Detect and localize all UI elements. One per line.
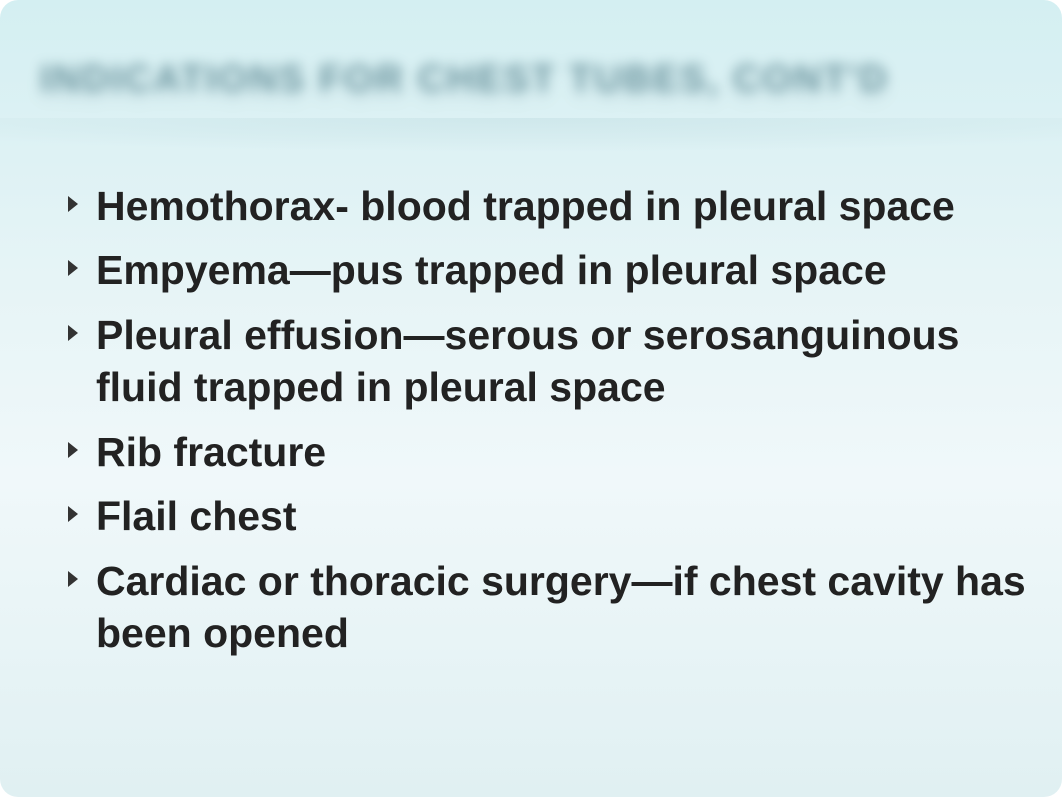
list-item: Hemothorax- blood trapped in pleural spa… [68, 180, 1032, 232]
title-area: INDICATIONS FOR CHEST TUBES, CONT'D [0, 58, 1062, 101]
slide: INDICATIONS FOR CHEST TUBES, CONT'D Hemo… [0, 0, 1062, 797]
list-item: Rib fracture [68, 426, 1032, 478]
content-area: Hemothorax- blood trapped in pleural spa… [68, 180, 1032, 672]
bullet-list: Hemothorax- blood trapped in pleural spa… [68, 180, 1032, 660]
title-shadow [0, 118, 1062, 156]
list-item: Flail chest [68, 490, 1032, 542]
list-item: Pleural effusion—serous or serosanguinou… [68, 309, 1032, 414]
slide-title: INDICATIONS FOR CHEST TUBES, CONT'D [40, 58, 1022, 101]
list-item: Empyema—pus trapped in pleural space [68, 244, 1032, 296]
list-item: Cardiac or thoracic surgery—if chest cav… [68, 555, 1032, 660]
